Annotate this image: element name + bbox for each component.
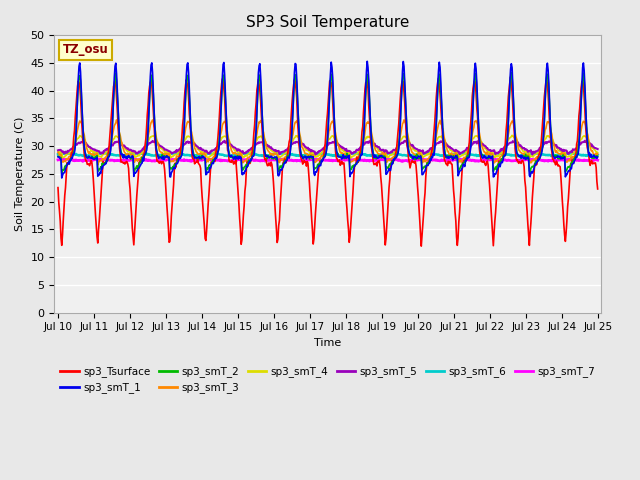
sp3_smT_3 — [64, 156, 72, 162]
sp3_smT_4 — [203, 154, 211, 159]
sp3_smT_4 — [508, 132, 516, 138]
sp3_smT_7 — [203, 156, 211, 162]
sp3_smT_3 — [175, 154, 182, 159]
Y-axis label: Soil Temperature (C): Soil Temperature (C) — [15, 117, 25, 231]
sp3_smT_6 — [175, 150, 182, 156]
sp3_smT_6 — [594, 152, 602, 157]
Legend: sp3_Tsurface, sp3_smT_1, sp3_smT_2, sp3_smT_3, sp3_smT_4, sp3_smT_5, sp3_smT_6, : sp3_Tsurface, sp3_smT_1, sp3_smT_2, sp3_… — [56, 362, 600, 397]
sp3_smT_4 — [120, 143, 127, 149]
sp3_smT_6 — [395, 152, 403, 157]
sp3_smT_6 — [64, 150, 72, 156]
sp3_smT_5 — [410, 144, 418, 150]
sp3_smT_2 — [508, 70, 515, 75]
sp3_smT_7 — [399, 158, 406, 164]
sp3_smT_1 — [364, 59, 371, 64]
sp3_smT_6 — [204, 150, 212, 156]
Text: TZ_osu: TZ_osu — [63, 43, 108, 56]
sp3_smT_7 — [411, 157, 419, 163]
sp3_smT_7 — [174, 157, 182, 163]
sp3_smT_3 — [411, 151, 419, 157]
sp3_smT_4 — [594, 150, 602, 156]
sp3_smT_4 — [174, 150, 182, 156]
sp3_smT_4 — [64, 151, 72, 156]
Line: sp3_smT_6: sp3_smT_6 — [58, 153, 598, 156]
sp3_smT_4 — [347, 155, 355, 161]
sp3_smT_1 — [54, 154, 62, 160]
sp3_Tsurface — [54, 185, 62, 191]
Line: sp3_Tsurface: sp3_Tsurface — [58, 77, 598, 246]
sp3_Tsurface — [64, 162, 72, 168]
sp3_smT_2 — [204, 165, 211, 171]
sp3_smT_2 — [54, 153, 62, 159]
sp3_smT_5 — [64, 148, 72, 154]
sp3_smT_4 — [54, 148, 62, 154]
sp3_smT_7 — [120, 157, 127, 163]
Line: sp3_smT_3: sp3_smT_3 — [58, 120, 598, 165]
sp3_smT_6 — [189, 154, 197, 159]
sp3_smT_3 — [204, 158, 211, 164]
sp3_smT_3 — [94, 162, 102, 168]
sp3_smT_6 — [120, 153, 128, 158]
sp3_smT_1 — [204, 169, 211, 175]
sp3_smT_2 — [394, 149, 402, 155]
Line: sp3_smT_2: sp3_smT_2 — [58, 72, 598, 173]
sp3_smT_3 — [394, 143, 402, 148]
sp3_Tsurface — [507, 74, 515, 80]
sp3_Tsurface — [120, 160, 127, 166]
sp3_Tsurface — [174, 158, 182, 164]
Title: SP3 Soil Temperature: SP3 Soil Temperature — [246, 15, 410, 30]
sp3_smT_5 — [312, 152, 319, 157]
Line: sp3_smT_4: sp3_smT_4 — [58, 135, 598, 158]
sp3_smT_3 — [594, 151, 602, 157]
sp3_smT_7 — [346, 156, 354, 162]
sp3_smT_4 — [394, 142, 402, 148]
sp3_smT_2 — [120, 153, 128, 159]
sp3_smT_1 — [411, 155, 419, 160]
sp3_smT_4 — [410, 146, 418, 152]
sp3_smT_5 — [54, 147, 62, 153]
sp3_Tsurface — [417, 243, 425, 249]
sp3_smT_2 — [65, 160, 72, 166]
sp3_smT_1 — [120, 152, 128, 158]
sp3_smT_5 — [394, 144, 402, 150]
sp3_smT_3 — [400, 117, 408, 123]
sp3_smT_5 — [174, 148, 182, 154]
sp3_smT_2 — [410, 154, 418, 159]
sp3_smT_1 — [65, 159, 72, 165]
sp3_Tsurface — [394, 137, 401, 143]
sp3_smT_6 — [100, 150, 108, 156]
sp3_Tsurface — [203, 228, 211, 233]
sp3_smT_5 — [120, 143, 127, 148]
sp3_smT_1 — [175, 156, 182, 161]
sp3_smT_2 — [175, 156, 182, 161]
Line: sp3_smT_1: sp3_smT_1 — [58, 61, 598, 178]
sp3_smT_3 — [54, 150, 62, 156]
sp3_smT_5 — [203, 148, 211, 154]
sp3_smT_7 — [394, 157, 402, 163]
sp3_smT_5 — [581, 138, 589, 144]
sp3_smT_2 — [594, 154, 602, 159]
sp3_Tsurface — [409, 159, 417, 165]
X-axis label: Time: Time — [314, 338, 342, 348]
sp3_Tsurface — [594, 186, 602, 192]
sp3_smT_3 — [120, 148, 128, 154]
sp3_smT_7 — [594, 157, 602, 163]
sp3_smT_7 — [54, 157, 62, 163]
sp3_smT_1 — [58, 175, 65, 181]
sp3_smT_6 — [54, 151, 62, 157]
sp3_smT_7 — [64, 156, 72, 162]
Line: sp3_smT_7: sp3_smT_7 — [58, 159, 598, 161]
sp3_smT_2 — [58, 170, 65, 176]
sp3_smT_5 — [594, 146, 602, 152]
sp3_smT_6 — [411, 152, 419, 158]
sp3_smT_1 — [594, 154, 602, 160]
sp3_smT_1 — [395, 146, 403, 152]
Line: sp3_smT_5: sp3_smT_5 — [58, 141, 598, 155]
